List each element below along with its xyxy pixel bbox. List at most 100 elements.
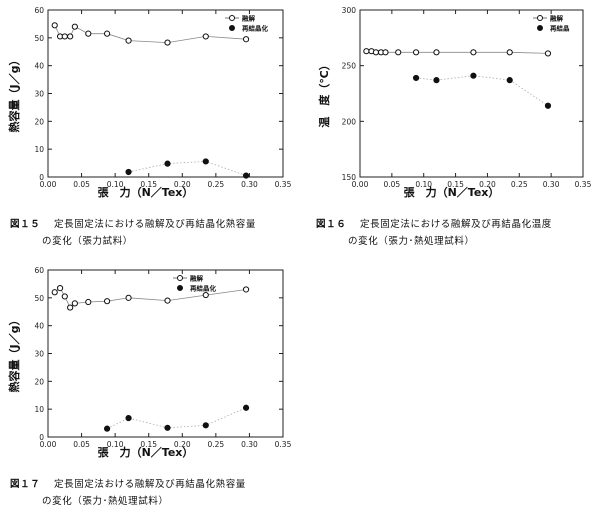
- caption-fig15: 図１５ 定長固定法における融解及び再結晶化熱容量 の変化（張力試料）: [10, 216, 256, 250]
- legend-marker: [229, 25, 235, 31]
- data-point-series-1: [51, 289, 58, 296]
- series-line-2: [128, 160, 247, 176]
- caption-text-line2: の変化（張力試料）: [42, 236, 133, 247]
- data-point-series-1: [372, 49, 380, 56]
- y-tick-label: 10: [34, 405, 44, 414]
- data-point-series-2: [164, 160, 171, 167]
- caption-fig17: 図１７ 定長固定法おける融解及び再結晶化熱容量 の変化（張力･熱処理試料）: [10, 476, 246, 510]
- caption-number: 図１６: [316, 219, 347, 230]
- caption-text-line1: 定長固定法における融解及び再結晶化熱容量: [54, 219, 257, 230]
- plot-frame: [47, 269, 284, 438]
- legend-marker: [177, 275, 183, 281]
- x-axis-label: 張 力（N／Tex）: [98, 445, 194, 459]
- caption-fig16: 図１６ 定長固定法における融解及び再結晶化温度 の変化（張力･熱処理試料）: [316, 216, 552, 250]
- x-tick-label: 0.25: [511, 180, 528, 189]
- series-line-1: [54, 287, 247, 309]
- data-point-series-1: [71, 300, 78, 307]
- data-point-series-1: [382, 49, 389, 56]
- x-tick-label: 0.00: [352, 180, 369, 189]
- plot-frame: [359, 9, 584, 178]
- x-axis-label: 張 力（N／Tex）: [98, 185, 194, 199]
- y-tick-label: 20: [34, 117, 44, 126]
- x-tick-label: 0.20: [174, 180, 191, 189]
- data-point-series-1: [125, 294, 132, 301]
- chart-fig17: 0.00 0.05 0.10 0.15 0.20 0.25 0.30 0.35 0 10 20 30 4…: [7, 266, 292, 459]
- y-tick-label: 40: [34, 62, 44, 71]
- x-tick-label: 0.35: [575, 180, 592, 189]
- caption-number: 図１５: [10, 219, 41, 230]
- plot-frame: [47, 9, 284, 178]
- y-tick-label: 20: [34, 377, 44, 386]
- data-point-series-1: [85, 298, 92, 306]
- data-point-series-1: [164, 39, 171, 46]
- y-tick-label: 30: [34, 90, 44, 99]
- data-point-series-2: [103, 425, 111, 432]
- data-point-series-1: [395, 49, 402, 56]
- y-tick-label: 50: [34, 34, 44, 43]
- y-axis-label: 熱容量（J／g）: [7, 315, 21, 393]
- x-tick-label: 0.05: [73, 180, 90, 189]
- data-point-series-1: [56, 284, 64, 292]
- y-tick-label: 150: [342, 173, 357, 182]
- legend-label: 再結晶化: [190, 284, 217, 293]
- chart-fig15: 0.00 0.05 0.10 0.15 0.20 0.25 0.30 0.35 0 10 20 30 4…: [7, 6, 292, 199]
- legend-label: 再結晶化: [242, 24, 269, 33]
- y-tick-label: 200: [342, 117, 357, 126]
- data-point-series-1: [470, 49, 477, 56]
- data-point-series-1: [433, 49, 440, 56]
- caption-text-line2: の変化（張力･熱処理試料）: [42, 496, 169, 507]
- y-tick-label: 0: [39, 433, 44, 442]
- legend-marker: [537, 25, 543, 31]
- x-tick-label: 0.35: [275, 180, 292, 189]
- data-point-series-1: [363, 48, 370, 55]
- data-point-series-1: [67, 33, 74, 40]
- data-point-series-1: [85, 30, 92, 37]
- data-point-series-2: [412, 74, 420, 82]
- data-point-series-1: [202, 33, 209, 40]
- y-axis-label: 温 度（℃）: [317, 59, 331, 127]
- x-tick-label: 0.30: [241, 440, 258, 449]
- chart-panel-fig17: 0.00 0.05 0.10 0.15 0.20 0.25 0.30 0.35 0 10 20 30 4…: [0, 258, 300, 468]
- x-tick-label: 0.15: [140, 180, 157, 189]
- x-tick-label: 0.20: [479, 180, 496, 189]
- data-point-series-1: [67, 304, 74, 311]
- legend-label: 融解: [550, 14, 564, 23]
- chart-panel-fig16: 0.00 0.05 0.10 0.15 0.20 0.25 0.30 0.35 150 200 25…: [310, 0, 600, 200]
- data-point-series-2: [202, 422, 209, 429]
- x-tick-label: 0.00: [40, 440, 57, 449]
- data-point-series-2: [164, 424, 171, 431]
- legend-marker: [177, 285, 183, 291]
- x-tick-label: 0.15: [140, 440, 157, 449]
- x-tick-label: 0.25: [208, 440, 225, 449]
- data-point-series-1: [242, 36, 250, 43]
- data-point-series-1: [506, 49, 513, 56]
- data-point-series-2: [470, 72, 477, 79]
- y-tick-label: 30: [34, 350, 44, 359]
- data-point-series-1: [61, 33, 68, 40]
- legend-label: 融解: [190, 274, 204, 283]
- chart-fig16: 0.00 0.05 0.10 0.15 0.20 0.25 0.30 0.35 150 200 25…: [317, 6, 592, 199]
- y-tick-label: 0: [39, 173, 44, 182]
- y-tick-label: 250: [342, 62, 357, 71]
- legend-label: 融解: [242, 14, 256, 23]
- data-point-series-1: [61, 293, 68, 300]
- data-point-series-1: [242, 286, 250, 293]
- y-tick-label: 60: [34, 6, 44, 15]
- y-axis-label: 熱容量（J／g）: [7, 55, 21, 133]
- y-tick-label: 60: [34, 266, 44, 275]
- x-tick-label: 0.10: [415, 180, 432, 189]
- legend-marker: [229, 15, 235, 21]
- x-tick-label: 0.15: [447, 180, 464, 189]
- data-point-series-1: [544, 50, 552, 57]
- x-tick-label: 0.30: [241, 180, 258, 189]
- data-point-series-1: [103, 298, 111, 305]
- data-point-series-1: [51, 22, 58, 29]
- x-tick-label: 0.30: [543, 180, 560, 189]
- data-point-series-1: [125, 37, 132, 44]
- x-axis-label: 張 力（N／Tex）: [404, 185, 500, 199]
- series-line-2: [416, 75, 549, 107]
- x-tick-label: 0.00: [40, 180, 57, 189]
- data-point-series-1: [103, 30, 111, 37]
- data-point-series-2: [433, 77, 440, 84]
- data-point-series-1: [164, 297, 171, 304]
